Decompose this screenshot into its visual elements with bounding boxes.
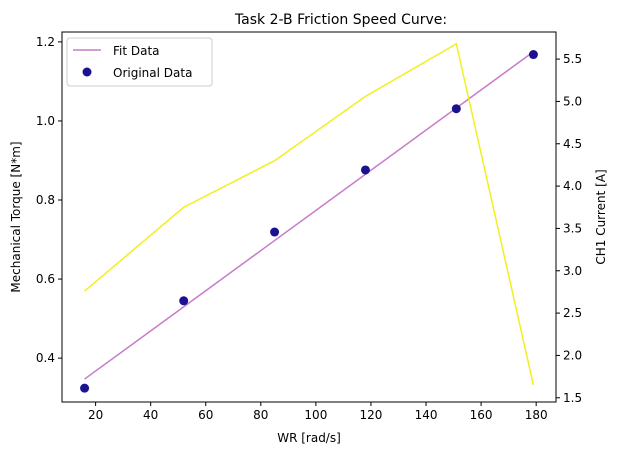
- y2-tick-label: 4.0: [563, 179, 582, 193]
- y2-tick-label: 3.0: [563, 264, 582, 278]
- x-axis-label: WR [rad/s]: [277, 431, 341, 445]
- original-data-point: [270, 227, 280, 237]
- y2-tick-label: 2.0: [563, 348, 582, 362]
- y2-tick-label: 3.5: [563, 221, 582, 235]
- legend-box: [66, 37, 213, 87]
- y-tick-label: 0.8: [36, 193, 55, 207]
- x-tick-label: 100: [304, 408, 327, 422]
- y2-tick-label: 1.5: [563, 391, 582, 405]
- x-axis: 20 40 60 80 100 120 140 160 180: [88, 402, 548, 422]
- chart-title: Task 2-B Friction Speed Curve:: [234, 12, 447, 28]
- x-tick-label: 40: [143, 408, 158, 422]
- y-axis-left: 0.4 0.6 0.8 1.0 1.2: [36, 35, 62, 365]
- y-tick-label: 1.0: [36, 114, 55, 128]
- x-tick-label: 160: [470, 408, 493, 422]
- fit-data-line: [84, 51, 534, 380]
- y2-axis-label: CH1 Current [A]: [594, 169, 608, 264]
- original-data-point: [179, 296, 189, 306]
- original-data-point: [80, 383, 90, 393]
- original-data-point: [528, 50, 538, 60]
- y2-tick-label: 4.5: [563, 137, 582, 151]
- legend-original-marker: [82, 67, 92, 77]
- y-tick-label: 0.4: [36, 351, 55, 365]
- y-tick-label: 0.6: [36, 272, 55, 286]
- x-tick-label: 120: [360, 408, 383, 422]
- y-tick-label: 1.2: [36, 35, 55, 49]
- y-axis-label: Mechanical Torque [N*m]: [9, 141, 23, 292]
- legend: Fit Data Original Data: [66, 37, 213, 87]
- y2-tick-label: 5.0: [563, 94, 582, 108]
- x-tick-label: 20: [88, 408, 103, 422]
- y2-tick-label: 2.5: [563, 306, 582, 320]
- current-series-line: [84, 42, 535, 386]
- x-tick-label: 80: [253, 408, 268, 422]
- original-data-point: [360, 165, 370, 175]
- x-tick-label: 60: [198, 408, 213, 422]
- legend-fit-label: Fit Data: [113, 44, 160, 58]
- original-data-point: [451, 104, 461, 114]
- y-axis-right: 1.5 2.0 2.5 3.0 3.5 4.0 4.5 5.0 5.5: [556, 52, 582, 405]
- y2-tick-label: 5.5: [563, 52, 582, 66]
- plot-frame: [61, 31, 557, 403]
- plot-area: [80, 42, 538, 393]
- legend-original-label: Original Data: [113, 66, 192, 80]
- x-tick-label: 180: [525, 408, 548, 422]
- x-tick-label: 140: [415, 408, 438, 422]
